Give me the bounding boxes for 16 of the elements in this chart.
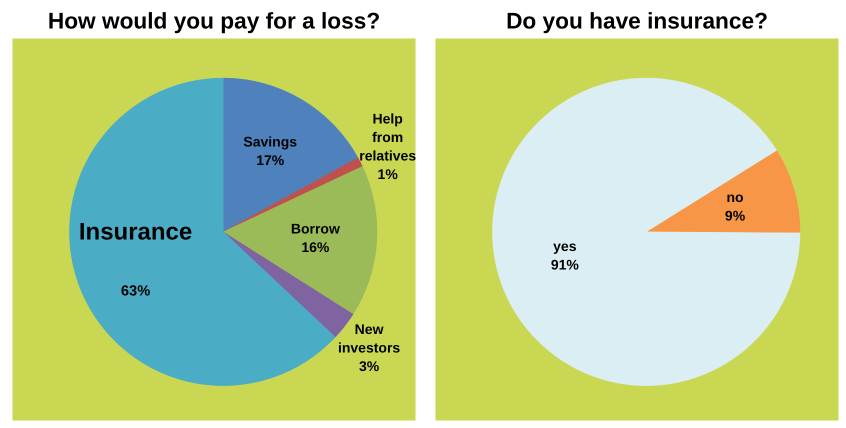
slice-label: Insurance xyxy=(78,218,192,246)
data-label: 91% xyxy=(550,256,580,273)
data-label: 17% xyxy=(256,152,285,168)
chart-title: How would you pay for a loss? xyxy=(48,8,380,34)
slice-label: Help from relatives xyxy=(359,110,416,164)
chart-title: Do you have insurance? xyxy=(506,8,768,34)
data-label: 1% xyxy=(378,166,398,182)
slice-label: Savings xyxy=(243,133,298,150)
data-label: 16% xyxy=(301,238,330,255)
data-label: 3% xyxy=(358,358,380,374)
slice-label: yes xyxy=(553,238,577,254)
data-label: 9% xyxy=(724,207,746,224)
data-label: 63% xyxy=(120,284,150,300)
slice-label: no xyxy=(726,188,744,205)
slice-label: Borrow xyxy=(290,220,340,237)
slice-label: New investors xyxy=(338,321,400,356)
